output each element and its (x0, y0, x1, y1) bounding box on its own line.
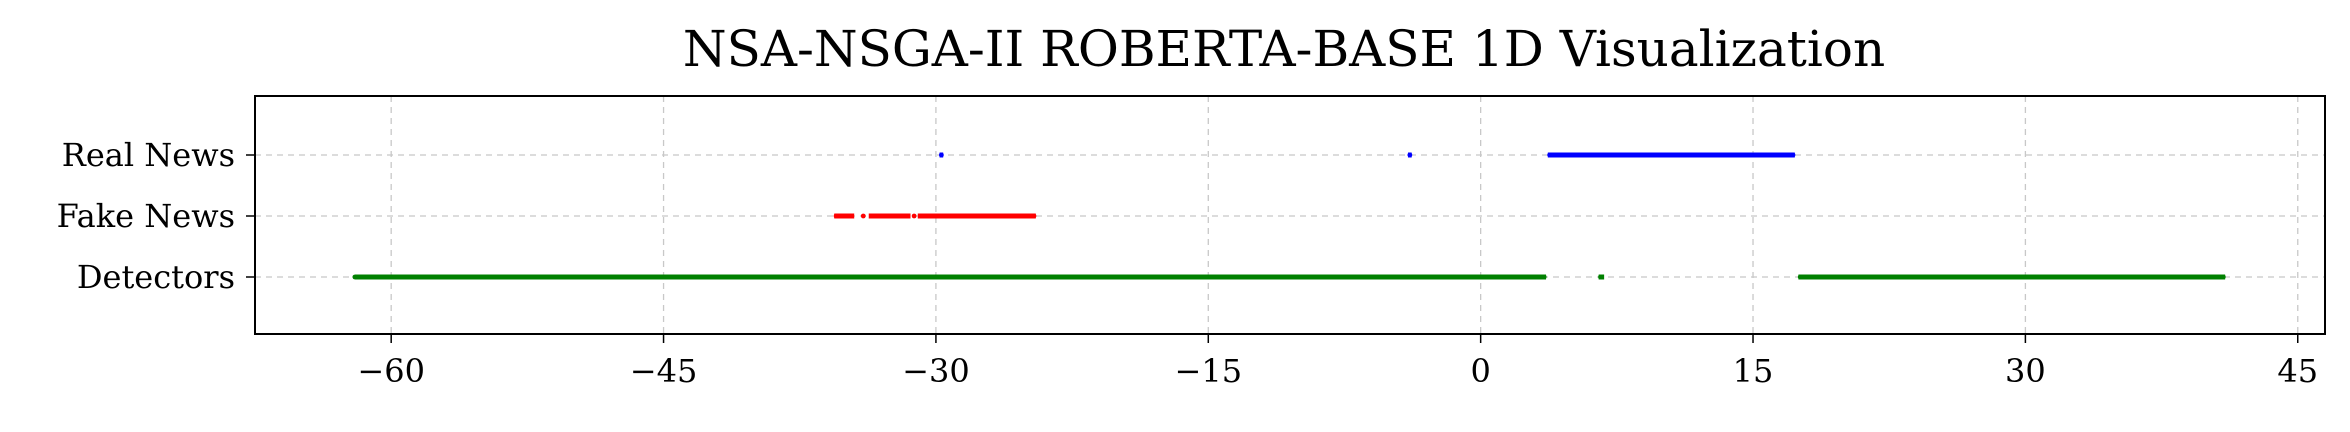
data-point (1663, 152, 1669, 158)
data-point (875, 213, 881, 219)
data-point (1797, 274, 1803, 280)
data-point (1688, 152, 1694, 158)
data-point (860, 213, 866, 219)
data-point (1701, 152, 1707, 158)
data-point (1765, 152, 1770, 158)
data-point (998, 213, 1004, 219)
chart-title: NSA-NSGA-II ROBERTA-BASE 1D Visualizatio… (683, 20, 1885, 78)
data-point (897, 274, 903, 280)
x-tick-label: −30 (902, 352, 970, 390)
x-tick-label: −45 (630, 352, 698, 390)
data-point (1638, 152, 1643, 158)
data-point (977, 213, 982, 219)
data-point (1739, 152, 1745, 158)
data-point (1020, 213, 1026, 219)
data-point (1587, 152, 1593, 158)
data-point (2220, 274, 2226, 280)
data-point (1009, 213, 1015, 219)
data-segment (834, 213, 855, 219)
x-tick-label: −15 (1175, 352, 1243, 390)
data-segment (354, 274, 1547, 280)
data-point (900, 213, 906, 219)
data-point (570, 274, 576, 280)
series-detectors (352, 274, 2226, 280)
data-point (966, 213, 972, 219)
data-point (944, 213, 950, 219)
data-point (1078, 274, 1084, 280)
data-segment (1547, 152, 1795, 158)
data-segment (917, 213, 1036, 219)
y-tick-label: Fake News (57, 197, 235, 235)
data-point (1752, 152, 1758, 158)
data-point (1714, 152, 1720, 158)
data-point (1478, 274, 1484, 280)
data-point (1574, 152, 1580, 158)
data-point (1031, 213, 1037, 219)
x-tick-label: 30 (2005, 352, 2046, 390)
data-point (955, 213, 961, 219)
data-point (1727, 152, 1732, 158)
data-point (922, 213, 928, 219)
data-point (1599, 152, 1605, 158)
data-point (1006, 274, 1011, 280)
data-point (1598, 274, 1603, 280)
data-point (969, 274, 975, 280)
series-layer (352, 152, 2226, 280)
data-point (2004, 274, 2010, 280)
series-fake-news (833, 213, 1037, 219)
data-point (1296, 274, 1302, 280)
data-point (352, 274, 358, 280)
x-tick-label: −60 (357, 352, 425, 390)
data-point (833, 274, 839, 280)
data-point (1547, 152, 1553, 158)
series-real-news (938, 152, 1796, 158)
data-point (1559, 152, 1565, 158)
data-point (1187, 274, 1193, 280)
data-point (1650, 152, 1656, 158)
data-point (987, 213, 993, 219)
x-tick-label: 0 (1470, 352, 1490, 390)
data-segment (1798, 274, 2226, 280)
data-point (1612, 152, 1618, 158)
data-point (1777, 152, 1783, 158)
data-point (938, 152, 944, 158)
data-point (888, 213, 893, 219)
data-point (1407, 152, 1413, 158)
data-point (1895, 274, 1901, 280)
data-point (679, 274, 685, 280)
data-point (461, 274, 467, 280)
data-point (1790, 152, 1796, 158)
data-point (846, 213, 852, 219)
data-point (833, 213, 839, 219)
axis-layer: −60 −45 −30 −15 0 15 30 45 Detectors Fake News Rea… (57, 136, 2318, 390)
data-point (933, 213, 939, 219)
y-tick-label: Real News (62, 136, 235, 174)
data-point (788, 274, 794, 280)
grid-layer (255, 96, 2325, 334)
data-point (1625, 152, 1631, 158)
plot-frame (254, 95, 2326, 335)
y-tick-label: Detectors (77, 258, 235, 296)
data-point (1405, 274, 1411, 280)
data-point (1541, 274, 1547, 280)
data-point (2113, 274, 2119, 280)
x-tick-label: 45 (2277, 352, 2318, 390)
data-point (1676, 152, 1681, 158)
data-point (1432, 274, 1438, 280)
x-tick-label: 15 (1733, 352, 1774, 390)
data-point (911, 213, 917, 219)
